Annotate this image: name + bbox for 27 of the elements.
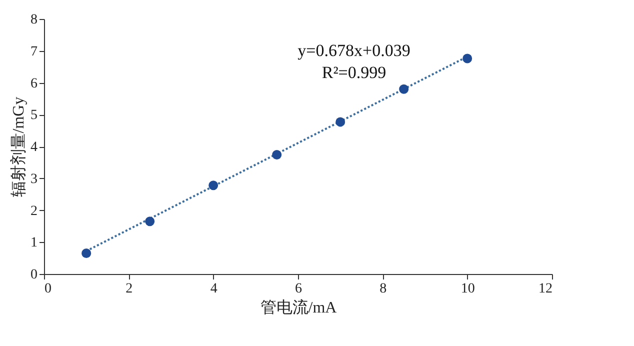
point xyxy=(462,54,472,64)
y-tick-label: 1 xyxy=(30,236,38,251)
x-tick-label: 4 xyxy=(210,282,218,296)
y-axis-title: 辐射剂量/mGy xyxy=(10,96,28,198)
annotation: y=0.678x+0.039 xyxy=(298,41,410,60)
point xyxy=(208,180,218,190)
y-tick-label: 6 xyxy=(30,76,38,92)
annotation: R²=0.999 xyxy=(322,63,386,82)
x-tick-label: 10 xyxy=(460,282,475,296)
y-tick-label: 5 xyxy=(30,108,38,124)
x-tick-label: 8 xyxy=(380,282,387,296)
x-tick-label: 6 xyxy=(295,282,302,296)
y-tick-label: 7 xyxy=(30,44,38,60)
y-tick-label: 4 xyxy=(30,140,38,155)
y-tick-label: 3 xyxy=(30,172,38,187)
x-tick-label: 12 xyxy=(538,282,552,296)
y-tick-label: 8 xyxy=(30,12,38,28)
point xyxy=(336,117,346,127)
x-tick-label: 0 xyxy=(44,282,52,296)
point xyxy=(145,216,155,226)
y-tick-label: 0 xyxy=(30,268,38,282)
y-tick-label: 2 xyxy=(30,204,38,219)
x-axis-title: 管电流/mA xyxy=(260,298,338,316)
point xyxy=(399,84,409,94)
x-tick-label: 2 xyxy=(126,282,133,296)
point xyxy=(82,248,92,258)
point xyxy=(272,150,282,160)
